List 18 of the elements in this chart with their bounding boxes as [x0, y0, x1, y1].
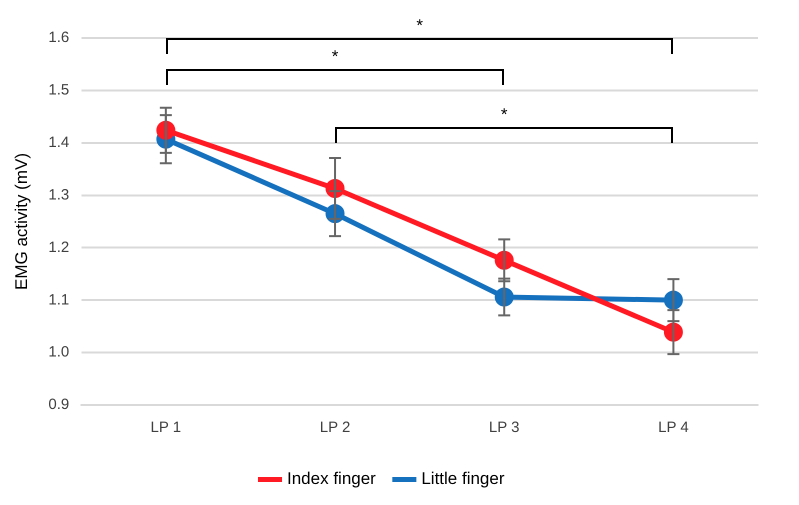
legend-label: Index finger [287, 469, 376, 488]
y-tick-label: 0.9 [48, 396, 70, 414]
y-tick-label: 1.3 [48, 186, 70, 204]
y-tick-label: 1.6 [48, 29, 70, 46]
annotation: * [500, 105, 509, 126]
x-tick-label: LP 2 [320, 419, 350, 436]
y-tick-label: 1.0 [48, 344, 70, 361]
x-tick-label: LP 4 [658, 419, 689, 436]
annotation: * [330, 47, 340, 68]
x-tick-label: LP 1 [150, 419, 182, 436]
y-axis-title: EMG activity (mV) [12, 153, 31, 290]
legend-label: Little finger [421, 469, 505, 488]
y-tick-label: 1.4 [48, 134, 70, 151]
y-tick-label: 1.1 [48, 291, 70, 308]
text: * [415, 16, 424, 36]
x-tick-label: LP 3 [488, 419, 520, 436]
y-tick-label: 1.5 [48, 82, 70, 99]
y-tick-label: 1.2 [48, 238, 70, 256]
